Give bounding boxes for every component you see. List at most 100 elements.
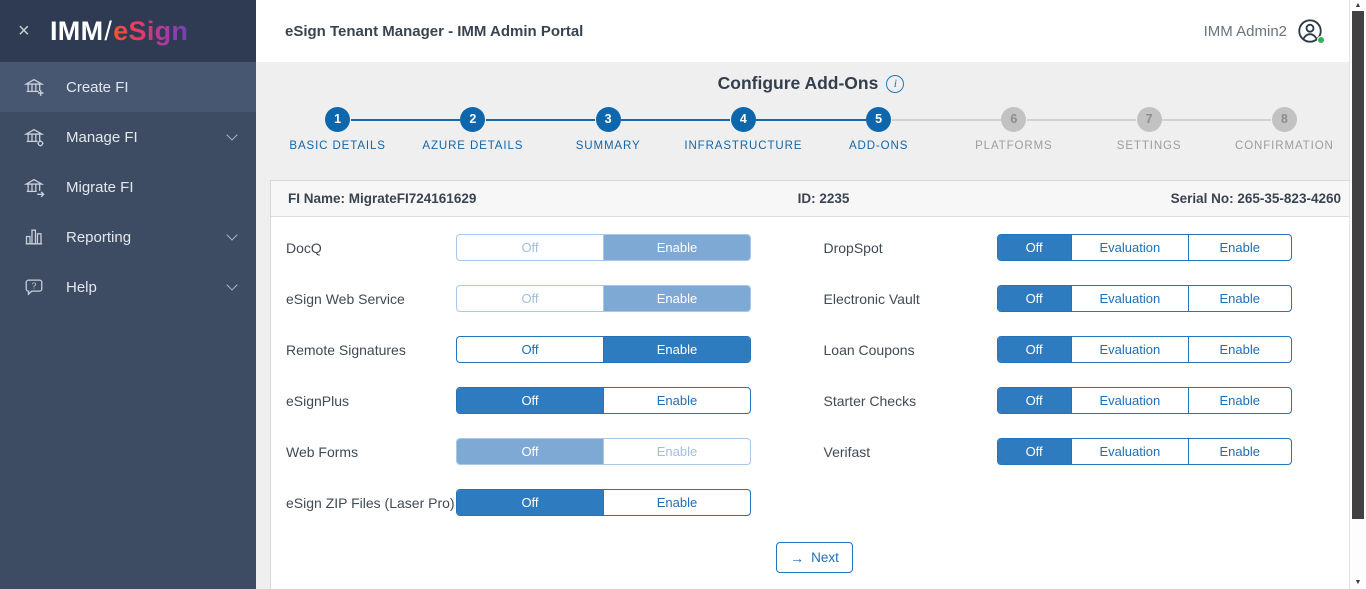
scroll-down-icon[interactable]: ▼ [1354, 579, 1362, 586]
close-icon[interactable]: × [18, 20, 30, 42]
addon-option-enable[interactable]: Enable [603, 388, 750, 413]
addon-toggle-starter-checks[interactable]: Off Evaluation Enable [996, 387, 1292, 414]
addon-toggle-verifast[interactable]: Off Evaluation Enable [996, 438, 1292, 465]
wizard-stepper: 1 BASIC DETAILS 2 AZURE DETAILS 3 SUMMARY 4 INF… [270, 107, 1352, 152]
user-name: IMM Admin2 [1203, 22, 1287, 40]
sidebar-header: × IMM/eSign [0, 0, 256, 62]
addon-row: DocQ Off Enable [271, 234, 815, 261]
step-number: 3 [595, 107, 621, 132]
addon-label: eSignPlus [286, 392, 350, 409]
step-label: CONFIRMATION [1235, 140, 1334, 152]
step-azure-details[interactable]: 2 AZURE DETAILS [405, 107, 541, 152]
addon-label: Electronic Vault [823, 290, 920, 307]
addon-option-enable[interactable]: Enable [603, 490, 750, 515]
step-confirmation: 8 CONFIRMATION [1216, 107, 1352, 152]
step-label: SETTINGS [1116, 140, 1182, 152]
scrollbar[interactable]: ▲ ▼ [1349, 0, 1366, 589]
scrollbar-thumb[interactable] [1352, 11, 1364, 519]
addon-option-evaluation[interactable]: Evaluation [1070, 235, 1188, 260]
addon-label: Remote Signatures [286, 341, 406, 358]
addon-toggle-electronic-vault[interactable]: Off Evaluation Enable [996, 285, 1292, 312]
sidebar-item-label: Manage FI [66, 128, 138, 146]
user-avatar-icon[interactable] [1296, 17, 1325, 45]
header: eSign Tenant Manager - IMM Admin Portal … [256, 0, 1366, 62]
addon-row: Starter Checks Off Evaluation Enable [815, 387, 1359, 414]
addon-option-off[interactable]: Off [997, 439, 1071, 464]
fi-info-bar: FI Name: MigrateFI724161629 ID: 2235 Ser… [271, 181, 1358, 217]
addon-option-off[interactable]: Off [457, 388, 603, 413]
logo-esign: eSign [113, 15, 189, 46]
next-arrow-icon: → [790, 549, 805, 566]
next-row: → Next [271, 542, 1358, 573]
addon-option-off[interactable]: Off [521, 342, 539, 357]
chevron-down-icon [226, 279, 238, 291]
addon-row: eSignPlus Off Enable [271, 387, 815, 414]
step-label: SUMMARY [575, 140, 641, 152]
addon-toggle-remote-signatures[interactable]: Off Enable [456, 336, 751, 363]
step-number: 5 [866, 107, 892, 132]
addon-option-off[interactable]: Off [457, 490, 603, 515]
step-label: PLATFORMS [975, 140, 1053, 152]
step-settings: 7 SETTINGS [1081, 107, 1218, 152]
step-infrastructure[interactable]: 4 INFRASTRUCTURE [675, 107, 812, 152]
bar-chart-icon [22, 225, 46, 249]
addon-option-evaluation[interactable]: Evaluation [1070, 439, 1188, 464]
addon-option-enable[interactable]: Enable [603, 337, 750, 362]
chevron-down-icon [226, 229, 238, 241]
fi-serial: Serial No: 265-35-823-4260 [1170, 191, 1341, 206]
step-add-ons[interactable]: 5 ADD-ONS [811, 107, 947, 152]
sidebar-item-create-fi[interactable]: Create FI [0, 62, 256, 112]
addon-option-evaluation[interactable]: Evaluation [1070, 388, 1188, 413]
step-basic-details[interactable]: 1 BASIC DETAILS [270, 107, 406, 152]
addon-label: Loan Coupons [823, 341, 915, 358]
main-area: eSign Tenant Manager - IMM Admin Portal … [256, 0, 1366, 589]
chevron-down-icon [226, 129, 238, 141]
step-number: 4 [730, 107, 756, 132]
addon-option-evaluation[interactable]: Evaluation [1070, 286, 1188, 311]
addon-label: DropSpot [823, 239, 883, 256]
sidebar-item-label: Help [66, 278, 97, 296]
addon-option-enable[interactable]: Enable [1187, 439, 1291, 464]
addon-toggle-esign-web-service: Off Enable [456, 285, 751, 312]
addon-toggle-docq: Off Enable [456, 234, 751, 261]
addon-toggle-dropspot[interactable]: Off Evaluation Enable [996, 234, 1292, 261]
addon-option-enable[interactable]: Enable [1187, 337, 1291, 362]
step-label: ADD-ONS [848, 140, 909, 152]
info-icon[interactable]: i [886, 74, 905, 93]
step-number: 7 [1136, 107, 1162, 132]
addon-label: eSign Web Service [286, 290, 405, 307]
addon-option-off[interactable]: Off [997, 286, 1071, 311]
sidebar-item-label: Migrate FI [66, 178, 134, 196]
next-button[interactable]: → Next [776, 542, 853, 573]
addon-option-enable[interactable]: Enable [1187, 235, 1291, 260]
addon-row: eSign Web Service Off Enable [271, 285, 815, 312]
content-area: Configure Add-Ons i 1 BASIC DETAILS 2 AZURE… [256, 62, 1366, 589]
svg-text:?: ? [32, 281, 37, 291]
addon-row: Electronic Vault Off Evaluation Enable [815, 285, 1359, 312]
addon-option-evaluation[interactable]: Evaluation [1070, 337, 1188, 362]
addon-option-off[interactable]: Off [997, 337, 1071, 362]
sidebar-item-help[interactable]: ? Help [0, 262, 256, 312]
sidebar-item-reporting[interactable]: Reporting [0, 212, 256, 262]
addon-option-enable[interactable]: Enable [1187, 286, 1291, 311]
scroll-up-icon[interactable]: ▲ [1354, 2, 1362, 9]
sidebar-item-migrate-fi[interactable]: Migrate FI [0, 162, 256, 212]
step-number: 6 [1001, 107, 1027, 132]
step-label: INFRASTRUCTURE [684, 140, 803, 152]
addon-option-off[interactable]: Off [997, 235, 1071, 260]
spacer [815, 489, 1359, 516]
sidebar-item-manage-fi[interactable]: Manage FI [0, 112, 256, 162]
addon-toggle-esign-zip-files-laser-pro[interactable]: Off Enable [456, 489, 751, 516]
step-summary[interactable]: 3 SUMMARY [540, 107, 677, 152]
sidebar-item-label: Reporting [66, 228, 132, 246]
addon-toggle-loan-coupons[interactable]: Off Evaluation Enable [996, 336, 1292, 363]
addon-option-enable[interactable]: Enable [1187, 388, 1291, 413]
addons-grid: DocQ Off Enable DropSpot Off Evaluation Enable… [271, 217, 1358, 516]
addon-label: Starter Checks [823, 392, 917, 409]
addon-option-off[interactable]: Off [997, 388, 1071, 413]
addon-label: DocQ [286, 239, 322, 256]
addon-toggle-esignplus[interactable]: Off Enable [456, 387, 751, 414]
step-label: AZURE DETAILS [422, 140, 524, 152]
user-menu[interactable]: IMM Admin2 [1203, 17, 1325, 45]
